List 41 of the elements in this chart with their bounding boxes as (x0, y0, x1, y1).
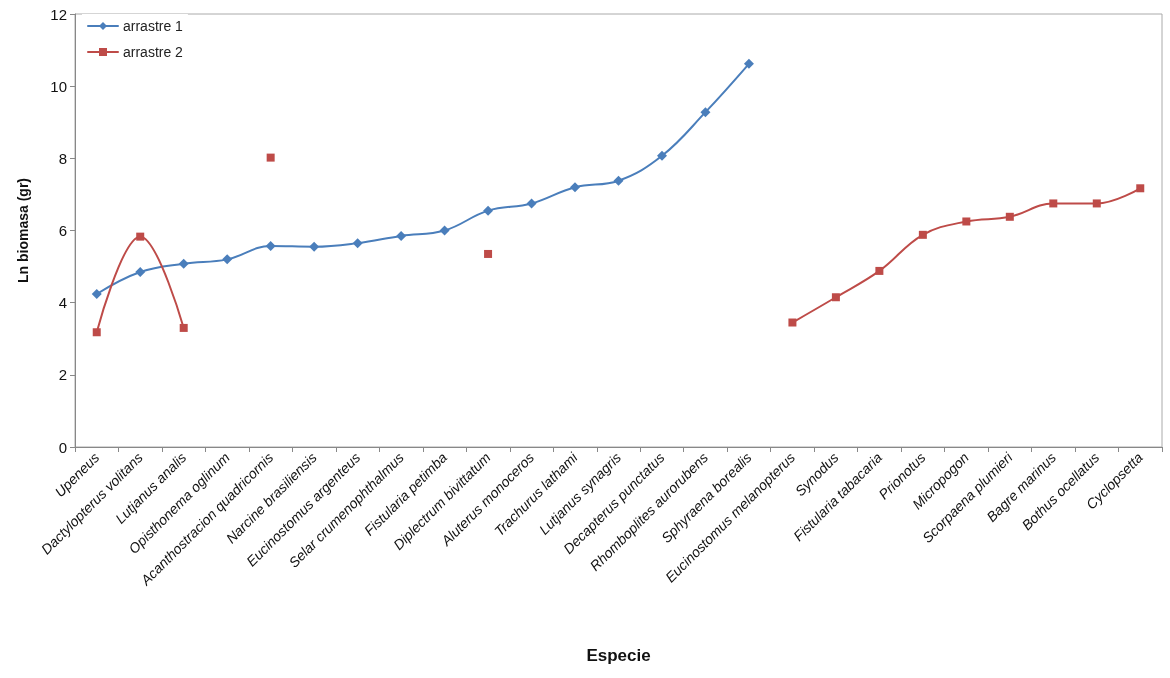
point (788, 318, 797, 327)
legend-label: arrastre 2 (123, 44, 184, 60)
point (526, 198, 537, 209)
point (136, 232, 145, 241)
y-tick-label: 8 (58, 149, 67, 167)
point (265, 241, 276, 252)
point (743, 58, 754, 69)
y-tick-label: 12 (50, 5, 67, 23)
point (352, 238, 363, 249)
point (222, 254, 233, 265)
point (962, 217, 971, 226)
point (483, 205, 494, 216)
point (135, 267, 146, 277)
point (918, 230, 927, 239)
point (613, 175, 624, 186)
point (309, 241, 320, 252)
y-axis-title: Ln biomasa (gr) (15, 177, 31, 284)
point (178, 258, 189, 269)
point (439, 225, 450, 236)
y-tick-label: 2 (58, 366, 67, 384)
x-axis-title: Especie (586, 646, 651, 665)
point (831, 293, 840, 302)
point (396, 230, 407, 241)
point (1092, 199, 1101, 208)
y-tick-label: 4 (58, 294, 67, 312)
point (92, 328, 101, 337)
point (91, 289, 102, 300)
y-tick-label: 6 (58, 222, 67, 239)
y-tick-label: 0 (58, 438, 67, 456)
point (266, 153, 275, 162)
point (1049, 199, 1058, 208)
y-tick-label: 10 (50, 77, 67, 95)
point (570, 182, 581, 193)
legend-label: arrastre 1 (123, 18, 184, 34)
point (484, 249, 493, 258)
point (1136, 184, 1145, 193)
point (656, 150, 667, 161)
point (875, 266, 884, 275)
point (1005, 212, 1014, 221)
point (179, 323, 188, 332)
point (700, 107, 711, 118)
